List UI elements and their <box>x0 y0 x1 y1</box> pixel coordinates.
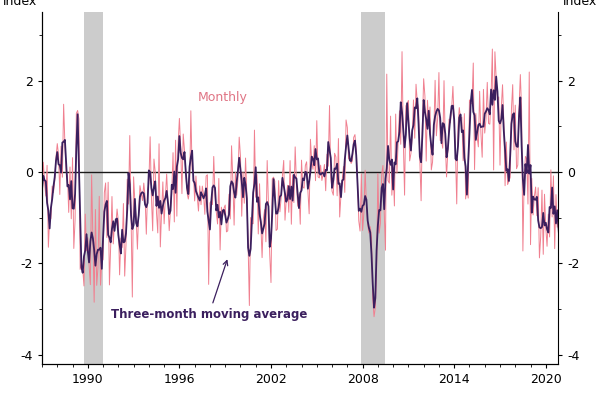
Text: Three-month moving average: Three-month moving average <box>110 260 307 321</box>
Text: index: index <box>2 0 37 8</box>
Text: Monthly: Monthly <box>198 91 248 104</box>
Bar <box>84 12 103 364</box>
Bar <box>361 12 385 364</box>
Text: index: index <box>563 0 598 8</box>
